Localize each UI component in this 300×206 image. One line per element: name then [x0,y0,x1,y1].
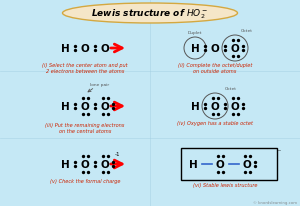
Ellipse shape [62,4,238,24]
Text: -1: -1 [114,152,120,157]
Text: O: O [100,102,109,111]
Text: (v) Check the formal charge: (v) Check the formal charge [50,178,120,183]
Text: H: H [189,159,197,169]
Text: H: H [61,102,69,111]
Text: (ii) Complete the octet/duplet
on outside atoms: (ii) Complete the octet/duplet on outsid… [178,63,252,74]
Text: O: O [216,159,224,169]
Text: O: O [81,102,89,111]
Text: (i) Select the center atom and put
2 electrons between the atoms: (i) Select the center atom and put 2 ele… [42,63,128,74]
Text: (vi) Stable lewis structure: (vi) Stable lewis structure [193,182,257,187]
Text: Octet: Octet [241,29,253,33]
Text: (iii) Put the remaining electrons
on the central atoms: (iii) Put the remaining electrons on the… [45,122,125,133]
Text: O: O [211,44,219,54]
Text: Duplet: Duplet [188,31,202,35]
Text: O: O [231,44,239,54]
Text: H: H [190,102,200,111]
Text: lone pair: lone pair [90,83,110,87]
Text: O: O [211,102,219,111]
Text: ⁻: ⁻ [277,147,281,156]
Text: O: O [81,159,89,169]
Text: Lewis structure of $\mathit{HO_2^-}$: Lewis structure of $\mathit{HO_2^-}$ [91,7,209,21]
Text: O: O [231,102,239,111]
Text: O: O [81,44,89,54]
Text: O: O [100,44,109,54]
Text: H: H [61,44,69,54]
Text: Octet: Octet [225,87,237,91]
Text: © knordslearning.com: © knordslearning.com [253,200,297,204]
Text: H: H [190,44,200,54]
Text: (iv) Oxygen has a stable octet: (iv) Oxygen has a stable octet [177,121,253,125]
Text: H: H [61,159,69,169]
Text: O: O [243,159,251,169]
Text: O: O [100,159,109,169]
